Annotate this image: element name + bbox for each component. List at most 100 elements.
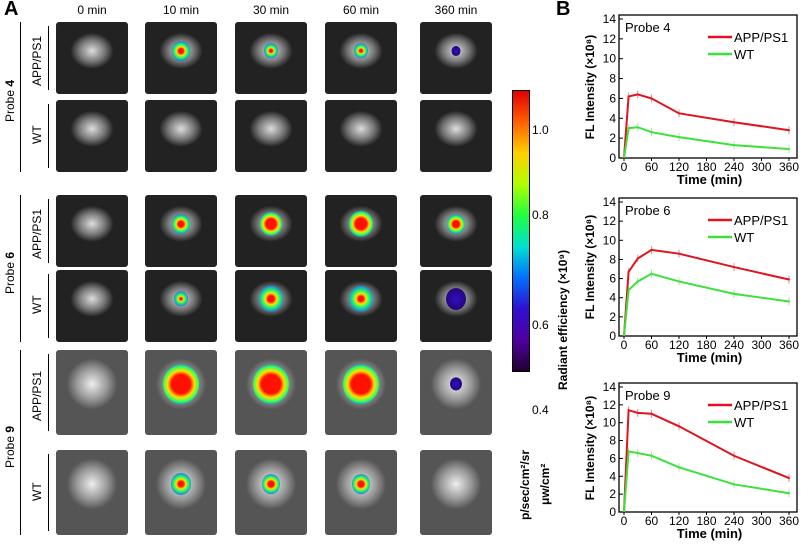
probe-label: Probe 9 [3,425,17,467]
y-tick-label: 6 [609,272,616,286]
legend-label: WT [734,230,754,245]
y-tick-label: 2 [609,487,616,501]
data-point [678,252,680,255]
y-tick-label: 8 [609,252,616,266]
y-tick-label: 4 [609,291,616,305]
fluorescence-signal [163,364,199,404]
data-point [650,97,653,100]
row-divider [48,454,49,531]
legend-label: APP/PS1 [734,30,788,45]
legend-label: WT [734,47,754,62]
group-bracket [20,22,21,172]
x-axis-label: Time (min) [669,527,750,541]
plot-frame [618,14,798,159]
series-line [623,408,790,513]
data-point [650,131,653,134]
fluorescence-signal [352,474,370,494]
fluorescence-signal [349,210,373,237]
y-tick-label: 4 [609,111,616,125]
data-point [733,266,735,269]
y-tick-label: 2 [609,310,616,324]
chart-title: Probe 9 [625,388,671,403]
data-point [627,95,630,98]
row-label: APP/PS1 [30,35,44,86]
mouse-image [235,350,307,435]
data-point [678,425,680,428]
y-tick-label: 8 [609,72,616,86]
series-line [623,450,790,513]
y-tick-label: 0 [609,151,616,165]
fluorescence-signal [172,40,190,61]
probe-label: Probe 6 [3,251,17,293]
y-tick-label: 14 [603,380,617,394]
group-bracket [20,195,21,342]
colorbar-tick-label: 0.4 [532,403,549,417]
column-label: 30 min [252,3,290,17]
y-axis-label: FL Intensity (×10⁸) [583,34,597,139]
data-point [636,452,639,455]
mouse-image [145,450,217,535]
series-line [623,272,790,337]
data-point [788,278,790,281]
fluorescence-signal [446,287,466,310]
data-point [650,272,653,275]
mouse-image [325,270,397,342]
data-point [678,112,680,115]
y-tick-label: 10 [603,416,617,430]
mouse-image [56,450,128,535]
data-point [627,289,630,292]
x-tick-label: 0 [621,514,628,528]
mouse-image [145,350,217,435]
y-tick-label: 4 [609,469,616,483]
mouse-image [56,22,128,94]
fluorescence-signal [447,213,465,234]
y-tick-label: 6 [609,91,616,105]
x-tick-label: 300 [751,514,771,528]
mouse-image [420,22,492,94]
row-label: WT [30,295,44,314]
fluorescence-signal [354,43,368,59]
colorbar [512,90,530,372]
mouse-image [56,350,128,435]
row-divider [48,104,49,168]
x-tick-label: 60 [645,338,659,352]
x-tick-label: 60 [645,514,659,528]
mouse-image [145,270,217,342]
colorbar-title: Radiant efficiency (×10⁹) [556,249,570,390]
x-tick-label: 0 [621,160,628,174]
mouse-image [420,350,492,435]
column-label: 10 min [162,3,200,17]
series-line [623,248,790,337]
y-tick-label: 6 [609,451,616,465]
probe-text: Probe [3,258,17,294]
data-point [636,257,639,260]
mouse-image [420,195,492,267]
series-line [623,93,790,159]
x-tick-label: 360 [779,514,799,528]
fluorescence-signal [253,364,289,404]
mouse-image [56,195,128,267]
x-tick-label: 300 [751,338,771,352]
data-point [650,248,653,251]
mouse-image [145,195,217,267]
y-tick-label: 10 [603,233,617,247]
data-point [678,136,680,139]
y-tick-label: 12 [603,398,617,412]
mouse-image [325,195,397,267]
data-point [636,126,639,129]
fluorescence-signal [171,473,191,495]
data-point [678,466,680,469]
chart-title: Probe 6 [625,203,671,218]
probe-text: Probe [3,432,17,468]
plot-frame [618,197,798,337]
probe-number: 4 [3,79,17,87]
colorbar-tick-label: 0.6 [532,318,549,332]
data-point [636,411,639,414]
probe-number: 9 [3,425,17,433]
mouse-image [145,22,217,94]
y-tick-label: 10 [603,52,617,66]
mouse-image [325,22,397,94]
